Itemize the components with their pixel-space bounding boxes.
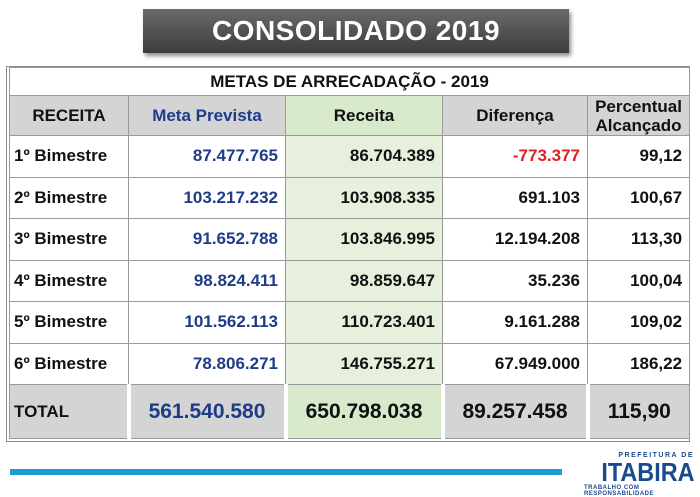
cell-receita: 146.755.271 bbox=[285, 342, 443, 385]
logo-itabira-text: ITABIRA bbox=[601, 457, 695, 487]
total-receita: 650.798.038 bbox=[283, 384, 445, 439]
cell-receita: 86.704.389 bbox=[285, 135, 443, 178]
footer-bar bbox=[10, 469, 562, 475]
row-label: 3º Bimestre bbox=[9, 218, 129, 261]
cell-receita: 110.723.401 bbox=[285, 301, 443, 344]
cell-percentual: 99,12 bbox=[586, 135, 691, 178]
table-row: 1º Bimestre 87.477.765 86.704.389 -773.3… bbox=[9, 135, 691, 178]
table-row: 3º Bimestre 91.652.788 103.846.995 12.19… bbox=[9, 218, 691, 261]
header-meta-prevista: Meta Prevista bbox=[128, 95, 286, 136]
page-title: CONSOLIDADO 2019 bbox=[143, 9, 569, 53]
total-percentual: 115,90 bbox=[585, 384, 691, 439]
cell-diferenca: 9.161.288 bbox=[442, 301, 588, 344]
total-diferenca: 89.257.458 bbox=[440, 384, 590, 439]
cell-diferenca: 67.949.000 bbox=[442, 342, 588, 385]
cell-meta: 87.477.765 bbox=[128, 135, 286, 178]
logo-tagline: TRABALHO COM RESPONSABILIDADE bbox=[584, 485, 655, 497]
header-receita: RECEITA bbox=[9, 95, 129, 136]
cell-percentual: 100,04 bbox=[586, 259, 691, 302]
cell-meta: 78.806.271 bbox=[128, 342, 286, 385]
row-label: 1º Bimestre bbox=[9, 135, 129, 178]
cell-meta: 103.217.232 bbox=[128, 176, 286, 219]
cell-diferenca: -773.377 bbox=[442, 135, 588, 178]
row-label: 4º Bimestre bbox=[9, 259, 129, 302]
total-meta: 561.540.580 bbox=[126, 384, 288, 439]
row-label: 5º Bimestre bbox=[9, 301, 129, 344]
header-percentual-line1: Percentual bbox=[595, 96, 682, 116]
cell-meta: 101.562.113 bbox=[128, 301, 286, 344]
cell-receita: 103.908.335 bbox=[285, 176, 443, 219]
table-row: 6º Bimestre 78.806.271 146.755.271 67.94… bbox=[9, 342, 691, 385]
cell-meta: 91.652.788 bbox=[128, 218, 286, 261]
header-percentual: Percentual Alcançado bbox=[586, 95, 691, 136]
table-header-row: RECEITA Meta Prevista Receita Diferença … bbox=[9, 95, 691, 136]
cell-meta: 98.824.411 bbox=[128, 259, 286, 302]
cell-percentual: 109,02 bbox=[586, 301, 691, 344]
table-caption: METAS DE ARRECADAÇÃO - 2019 bbox=[8, 67, 691, 96]
header-diferenca: Diferença bbox=[442, 95, 588, 136]
cell-percentual: 100,67 bbox=[586, 176, 691, 219]
logo-prefeitura-text: PREFEITURA DE bbox=[618, 452, 694, 459]
cell-receita: 98.859.647 bbox=[285, 259, 443, 302]
itabira-logo: PREFEITURA DE ITABIRA TRABALHO COM RESPO… bbox=[584, 452, 696, 497]
total-label: TOTAL bbox=[9, 384, 131, 439]
cell-percentual: 186,22 bbox=[586, 342, 691, 385]
cell-diferenca: 35.236 bbox=[442, 259, 588, 302]
table-row: 2º Bimestre 103.217.232 103.908.335 691.… bbox=[9, 176, 691, 219]
revenue-goals-table: METAS DE ARRECADAÇÃO - 2019 RECEITA Meta… bbox=[8, 67, 691, 439]
cell-receita: 103.846.995 bbox=[285, 218, 443, 261]
cell-percentual: 113,30 bbox=[586, 218, 691, 261]
header-receita-valor: Receita bbox=[285, 95, 443, 136]
header-percentual-line2: Alcançado bbox=[595, 115, 682, 135]
cell-diferenca: 12.194.208 bbox=[442, 218, 588, 261]
row-label: 6º Bimestre bbox=[9, 342, 129, 385]
table-row: 5º Bimestre 101.562.113 110.723.401 9.16… bbox=[9, 301, 691, 344]
total-row: TOTAL 561.540.580 650.798.038 89.257.458… bbox=[9, 384, 691, 439]
cell-diferenca: 691.103 bbox=[442, 176, 588, 219]
row-label: 2º Bimestre bbox=[9, 176, 129, 219]
table-row: 4º Bimestre 98.824.411 98.859.647 35.236… bbox=[9, 259, 691, 302]
